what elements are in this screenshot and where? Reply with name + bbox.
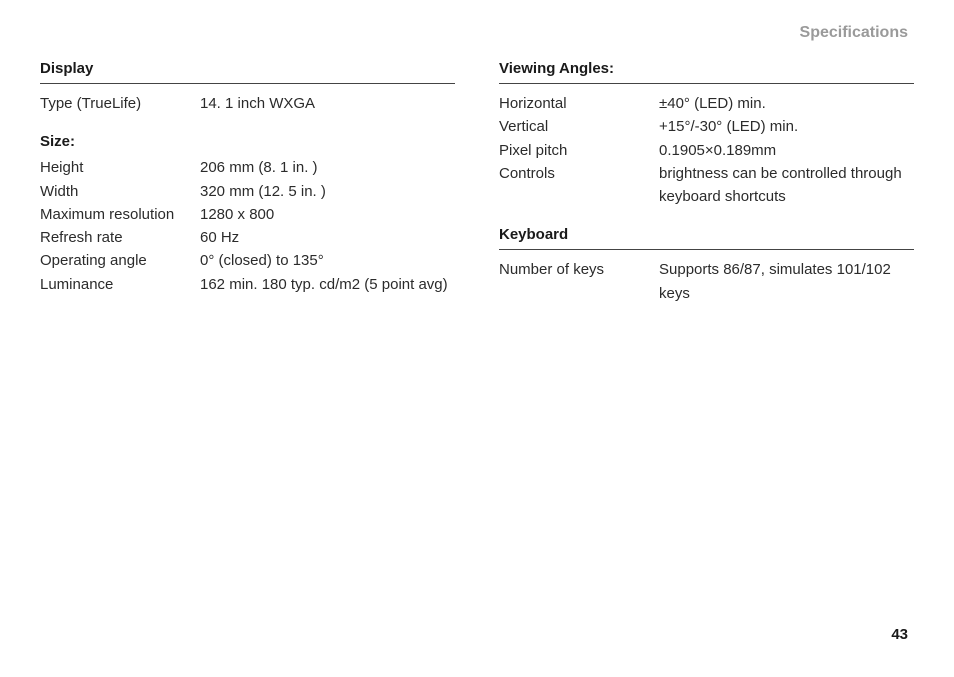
spec-label: Width [40, 180, 200, 203]
spec-label: Pixel pitch [499, 139, 659, 162]
spec-label: Number of keys [499, 258, 659, 305]
spec-label: Vertical [499, 115, 659, 138]
specifications-page: Specifications Display Type (TrueLife) 1… [0, 0, 954, 677]
spec-value: 206 mm (8. 1 in. ) [200, 156, 455, 179]
spec-label: Type (TrueLife) [40, 92, 200, 115]
page-number: 43 [891, 626, 908, 643]
spec-row: Width 320 mm (12. 5 in. ) [40, 180, 455, 203]
right-column: Viewing Angles: Horizontal ±40° (LED) mi… [499, 60, 914, 305]
divider [499, 83, 914, 84]
spec-row: Horizontal ±40° (LED) min. [499, 92, 914, 115]
spec-value: ±40° (LED) min. [659, 92, 914, 115]
spec-row: Operating angle 0° (closed) to 135° [40, 249, 455, 272]
spec-value: 320 mm (12. 5 in. ) [200, 180, 455, 203]
section-title-keyboard: Keyboard [499, 226, 914, 243]
spec-label: Controls [499, 162, 659, 209]
spec-label: Operating angle [40, 249, 200, 272]
section-title-display: Display [40, 60, 455, 77]
spec-value: 1280 x 800 [200, 203, 455, 226]
spec-label: Luminance [40, 273, 200, 296]
spec-label: Height [40, 156, 200, 179]
spec-value: 60 Hz [200, 226, 455, 249]
page-header: Specifications [40, 24, 914, 42]
spec-value: brightness can be controlled through key… [659, 162, 914, 209]
spec-value: 14. 1 inch WXGA [200, 92, 455, 115]
spec-row: Refresh rate 60 Hz [40, 226, 455, 249]
divider [40, 83, 455, 84]
spec-row: Maximum resolution 1280 x 800 [40, 203, 455, 226]
spec-value: 0° (closed) to 135° [200, 249, 455, 272]
section-title-size: Size: [40, 133, 455, 150]
spec-row: Height 206 mm (8. 1 in. ) [40, 156, 455, 179]
section-title-viewing: Viewing Angles: [499, 60, 914, 77]
spec-row: Pixel pitch 0.1905×0.189mm [499, 139, 914, 162]
content-columns: Display Type (TrueLife) 14. 1 inch WXGA … [40, 60, 914, 305]
left-column: Display Type (TrueLife) 14. 1 inch WXGA … [40, 60, 455, 305]
spec-row: Type (TrueLife) 14. 1 inch WXGA [40, 92, 455, 115]
spec-row: Vertical +15°/-30° (LED) min. [499, 115, 914, 138]
spec-label: Maximum resolution [40, 203, 200, 226]
spec-label: Refresh rate [40, 226, 200, 249]
spec-row: Number of keys Supports 86/87, simulates… [499, 258, 914, 305]
spec-row: Luminance 162 min. 180 typ. cd/m2 (5 poi… [40, 273, 455, 296]
divider [499, 249, 914, 250]
spec-value: 0.1905×0.189mm [659, 139, 914, 162]
spec-row: Controls brightness can be controlled th… [499, 162, 914, 209]
spec-value: +15°/-30° (LED) min. [659, 115, 914, 138]
spec-label: Horizontal [499, 92, 659, 115]
spec-value: 162 min. 180 typ. cd/m2 (5 point avg) [200, 273, 455, 296]
spec-value: Supports 86/87, simulates 101/102 keys [659, 258, 914, 305]
